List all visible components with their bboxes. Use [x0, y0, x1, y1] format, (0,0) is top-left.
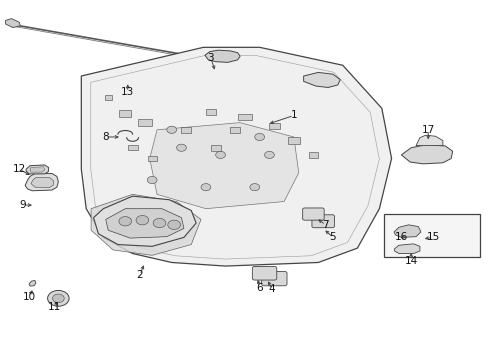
- Bar: [128, 145, 138, 150]
- Text: 5: 5: [330, 232, 336, 242]
- Text: 8: 8: [102, 132, 109, 142]
- Bar: [206, 109, 216, 114]
- Polygon shape: [205, 50, 240, 62]
- Polygon shape: [394, 244, 420, 253]
- Bar: [181, 127, 191, 133]
- Bar: [309, 152, 318, 158]
- Text: 6: 6: [256, 283, 263, 293]
- Polygon shape: [106, 209, 184, 238]
- FancyBboxPatch shape: [312, 215, 334, 228]
- Bar: [230, 127, 240, 133]
- Text: 7: 7: [322, 220, 329, 230]
- Polygon shape: [94, 196, 196, 246]
- Polygon shape: [5, 19, 20, 28]
- Circle shape: [255, 134, 265, 140]
- Circle shape: [136, 216, 149, 225]
- Bar: [104, 95, 112, 100]
- Polygon shape: [29, 280, 36, 286]
- Polygon shape: [81, 47, 392, 266]
- Polygon shape: [394, 225, 421, 237]
- Text: 11: 11: [48, 302, 61, 312]
- Text: 4: 4: [269, 284, 275, 294]
- FancyBboxPatch shape: [303, 208, 324, 220]
- Polygon shape: [304, 72, 340, 87]
- Text: 13: 13: [121, 87, 134, 97]
- Bar: [238, 114, 252, 121]
- Bar: [384, 214, 480, 257]
- Bar: [211, 145, 220, 150]
- Text: 3: 3: [207, 53, 214, 63]
- Polygon shape: [416, 135, 443, 145]
- Circle shape: [265, 151, 274, 158]
- Text: 17: 17: [421, 125, 435, 135]
- Text: 10: 10: [23, 292, 36, 302]
- Bar: [138, 119, 152, 126]
- Circle shape: [153, 219, 166, 228]
- Text: 15: 15: [426, 232, 440, 242]
- Polygon shape: [150, 123, 299, 209]
- Circle shape: [147, 176, 157, 184]
- Circle shape: [176, 144, 186, 151]
- Circle shape: [250, 184, 260, 191]
- Circle shape: [119, 217, 132, 226]
- Polygon shape: [30, 167, 45, 172]
- FancyBboxPatch shape: [262, 271, 287, 286]
- Polygon shape: [25, 174, 58, 191]
- FancyBboxPatch shape: [252, 266, 277, 280]
- Circle shape: [216, 151, 225, 158]
- Polygon shape: [401, 145, 453, 164]
- Text: 2: 2: [137, 270, 143, 280]
- Polygon shape: [26, 165, 49, 174]
- Polygon shape: [31, 177, 53, 188]
- Bar: [269, 123, 280, 129]
- Bar: [148, 156, 157, 161]
- Bar: [288, 137, 300, 144]
- Circle shape: [168, 220, 180, 229]
- Bar: [119, 111, 131, 117]
- Text: 12: 12: [13, 164, 26, 174]
- Text: 16: 16: [395, 232, 408, 242]
- Circle shape: [48, 291, 69, 306]
- Circle shape: [52, 294, 64, 303]
- Polygon shape: [91, 194, 201, 255]
- Text: 1: 1: [291, 111, 297, 121]
- Text: 9: 9: [20, 200, 26, 210]
- Text: 14: 14: [405, 256, 418, 266]
- Circle shape: [201, 184, 211, 191]
- Circle shape: [167, 126, 176, 134]
